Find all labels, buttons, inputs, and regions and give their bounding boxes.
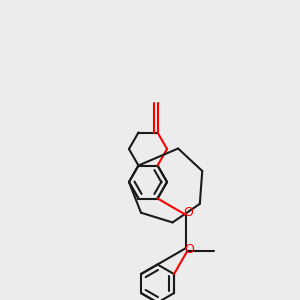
Text: O: O xyxy=(183,206,193,220)
Text: O: O xyxy=(184,243,194,256)
